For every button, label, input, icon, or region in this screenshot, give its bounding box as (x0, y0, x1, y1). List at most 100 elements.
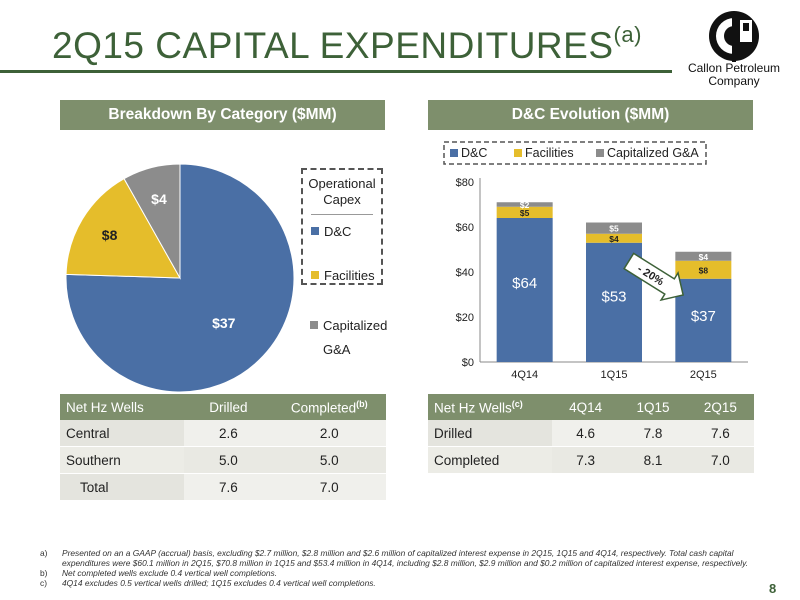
y-tick-label: $20 (456, 312, 474, 324)
logo-line1: Callon Petroleum (687, 61, 781, 75)
data-label: $4 (699, 252, 709, 262)
footnotes: a) Presented on an a GAAP (accrual) basis… (40, 548, 760, 588)
row-value: 7.0 (686, 446, 754, 474)
data-label: $8 (699, 265, 709, 275)
col-header-completed: Completed(b) (272, 394, 386, 420)
bar-ga (675, 251, 732, 261)
table-row: Southern 5.0 5.0 (60, 446, 386, 474)
col-header-drilled: Drilled (184, 394, 273, 420)
page-number: 8 (769, 581, 777, 596)
row-value: 7.6 (686, 420, 754, 447)
bar-legend-facilities-swatch (514, 149, 522, 157)
row-name: Central (60, 420, 185, 447)
pie-label-facilities: $8 (101, 227, 118, 244)
col-header-wells: Net Hz Wells (60, 394, 185, 420)
footnote-label: a) (40, 548, 48, 558)
data-label: $2 (520, 200, 530, 210)
bar-legend-ga: Capitalized G&A (607, 146, 699, 160)
pie-legend-facilities: Facilities (311, 268, 375, 283)
pie-label-ga: $4 (151, 190, 167, 207)
footnote-a: a) Presented on an a GAAP (accrual) basis… (40, 548, 760, 568)
bar-ga (586, 222, 642, 234)
col-header-wells: Net Hz Wells(c) (428, 394, 552, 420)
operational-capex-title: Operational Capex (308, 176, 376, 207)
row-drilled: 2.6 (184, 420, 273, 447)
callout-arrow-shape (623, 252, 685, 302)
row-completed: 2.0 (272, 420, 386, 447)
col-header-1q15: 1Q15 (619, 394, 687, 420)
y-tick-label: $80 (456, 177, 474, 189)
bar-legend-ga-swatch (596, 149, 604, 157)
pie-chart (65, 163, 295, 393)
bar-legend-dc-swatch (450, 149, 458, 157)
bar-facilities (675, 260, 732, 279)
wells-note: (c) (511, 398, 523, 409)
bar-facilities (496, 206, 553, 218)
title-superscript: (a) (613, 22, 642, 47)
legend-swatch-ga (310, 321, 318, 329)
data-label: $5 (520, 208, 530, 218)
legend-text: Facilities (324, 268, 375, 283)
row-name: Southern (60, 446, 185, 474)
title-underline (0, 70, 672, 73)
row-name: Drilled (428, 420, 552, 447)
col-header-4q14: 4Q14 (552, 394, 620, 420)
logo-text: Callon Petroleum Company (678, 62, 790, 88)
legend-swatch-dc (311, 227, 319, 235)
row-value: 7.8 (619, 420, 687, 447)
row-completed: 5.0 (272, 446, 386, 474)
bar-legend: D&C Facilities Capitalized G&A (443, 141, 707, 165)
pie-label-dc: $37 (212, 315, 236, 332)
legend-text: D&C (324, 224, 352, 239)
row-value: 4.6 (552, 420, 620, 447)
row-drilled: 7.6 (184, 473, 273, 501)
footnote-label: c) (40, 578, 47, 588)
row-value: 7.3 (552, 446, 620, 474)
row-name: Completed (428, 446, 552, 474)
bar-dc (496, 218, 553, 362)
table-row: Total 7.6 7.0 (60, 473, 386, 501)
wells-by-quarter-table: Net Hz Wells(c) 4Q14 1Q15 2Q15 Drilled 4… (428, 394, 754, 474)
x-tick-label: 1Q15 (601, 369, 628, 381)
table-row: Central 2.6 2.0 (60, 420, 386, 447)
completed-text: Completed (290, 400, 357, 416)
bar-dc (675, 278, 732, 362)
row-value: 8.1 (619, 446, 687, 474)
y-tick-label: $60 (456, 222, 474, 234)
wells-by-region-table: Net Hz Wells Drilled Completed(b) Centra… (60, 394, 386, 501)
data-label: $4 (609, 234, 619, 244)
footnote-text: Net completed wells exclude 0.4 vertical… (62, 568, 278, 578)
operational-capex-divider (311, 214, 373, 215)
pie-slice-ga (123, 163, 181, 280)
wells-text: Net Hz Wells (434, 400, 512, 416)
data-label: $64 (512, 275, 537, 292)
footnote-label: b) (40, 568, 48, 578)
footnote-text: Presented on an a GAAP (accrual) basis, … (62, 548, 749, 568)
x-tick-label: 2Q15 (690, 369, 717, 381)
right-banner: D&C Evolution ($MM) (428, 100, 753, 130)
row-completed: 7.0 (272, 473, 386, 501)
data-label: $37 (691, 308, 716, 325)
bar-facilities (586, 233, 642, 243)
data-label: $53 (601, 288, 626, 305)
x-tick-label: 4Q14 (511, 369, 538, 381)
page-title: 2Q15 CAPITAL EXPENDITURES(a) (52, 22, 642, 67)
col-header-2q15: 2Q15 (686, 394, 754, 420)
pie-legend-dc: D&C (311, 224, 351, 239)
data-label: $5 (609, 224, 619, 234)
bar-legend-box (443, 141, 707, 165)
bar-chart: D&C Facilities Capitalized G&A $0 $20 $40 $60 $… (443, 141, 748, 381)
left-banner: Breakdown By Category ($MM) (60, 100, 385, 130)
table-row: Completed 7.3 8.1 7.0 (428, 446, 754, 474)
pie-slice-facilities (65, 177, 181, 279)
row-drilled: 5.0 (184, 446, 273, 474)
legend-text: Capitalized (323, 318, 388, 333)
legend-swatch-facilities (311, 271, 319, 279)
completed-note: (b) (356, 398, 368, 409)
bar-legend-dc: D&C (461, 146, 487, 160)
footnote-b: b) Net completed wells exclude 0.4 vertic… (40, 568, 760, 578)
operational-capex-box: Operational Capex D&C Facilities (301, 168, 383, 285)
company-logo-icon (709, 11, 759, 62)
footnote-text: 4Q14 excludes 0.5 vertical wells drilled… (62, 578, 376, 588)
logo-line2: Company (708, 74, 760, 88)
